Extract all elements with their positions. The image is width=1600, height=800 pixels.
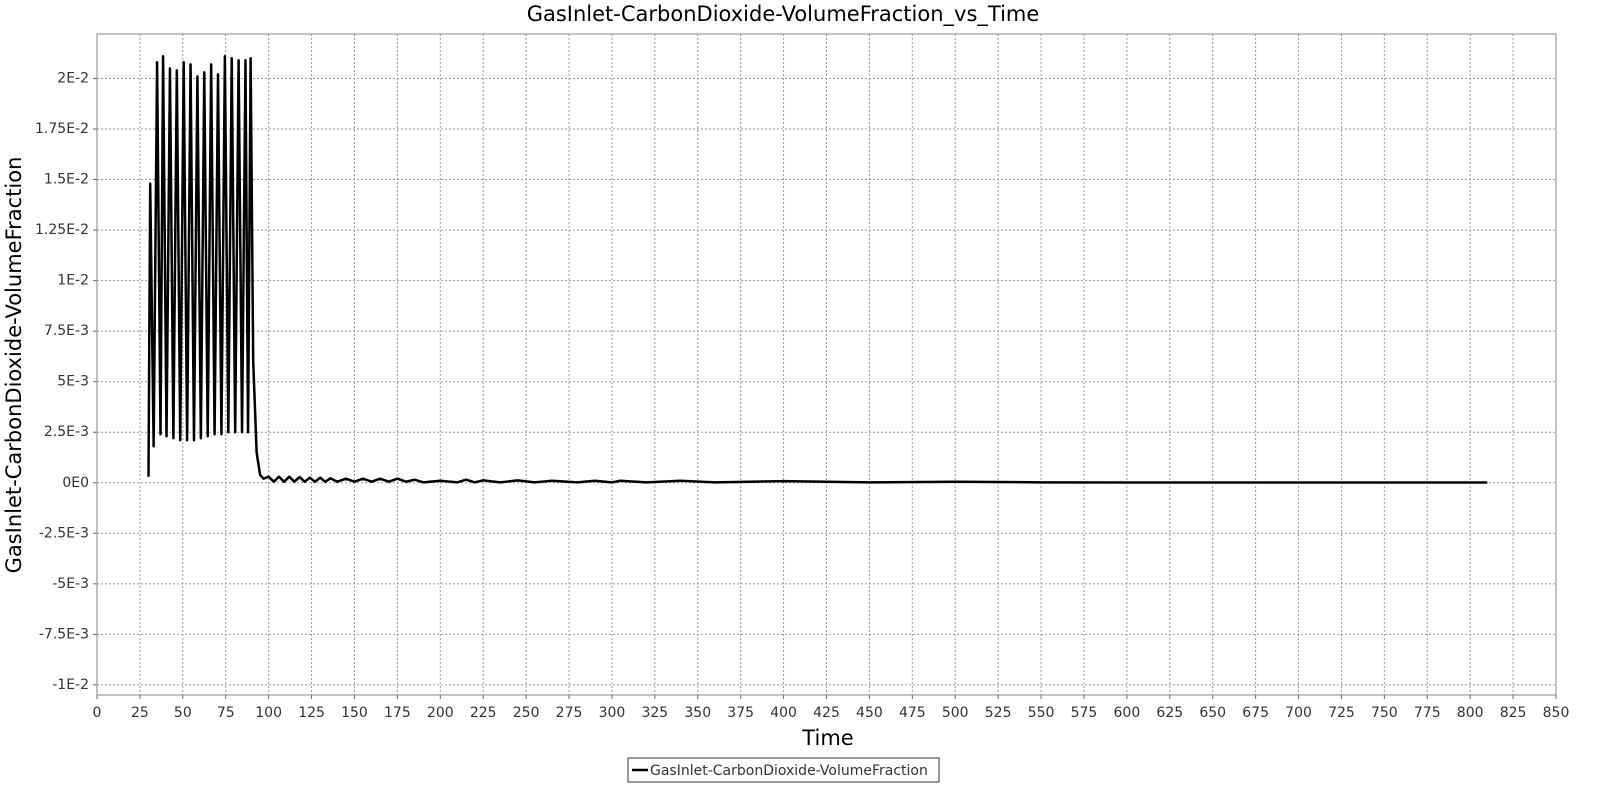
x-tick-label: 50 — [174, 705, 192, 721]
x-tick-label: 550 — [1028, 705, 1055, 721]
x-tick-label: 275 — [556, 705, 583, 721]
x-tick-label: 650 — [1199, 705, 1226, 721]
y-tick-label: 5E-3 — [57, 374, 89, 390]
y-tick-label: 1.5E-2 — [44, 172, 89, 188]
x-tick-label: 375 — [727, 705, 754, 721]
y-tick-label: 0E0 — [62, 475, 89, 491]
x-tick-label: 775 — [1414, 705, 1441, 721]
x-tick-label: 475 — [899, 705, 926, 721]
y-tick-label: -5E-3 — [52, 576, 89, 592]
x-tick-label: 425 — [813, 705, 840, 721]
x-tick-label: 450 — [856, 705, 883, 721]
x-axis-title: Time — [801, 726, 853, 750]
x-tick-label: 725 — [1328, 705, 1355, 721]
x-tick-label: 850 — [1543, 705, 1570, 721]
x-tick-label: 625 — [1156, 705, 1183, 721]
y-tick-label: 7.5E-3 — [44, 323, 89, 339]
x-tick-label: 350 — [684, 705, 711, 721]
y-tick-label: 1.25E-2 — [35, 222, 89, 238]
x-tick-label: 225 — [470, 705, 497, 721]
x-tick-label: 0 — [93, 705, 102, 721]
x-tick-label: 700 — [1285, 705, 1312, 721]
x-tick-label: 525 — [985, 705, 1012, 721]
y-tick-label: -7.5E-3 — [39, 626, 89, 642]
y-tick-label: -2.5E-3 — [39, 525, 89, 541]
y-tick-label: -1E-2 — [52, 677, 89, 693]
legend-box — [627, 757, 940, 783]
x-tick-label: 125 — [298, 705, 325, 721]
y-axis-title: GasInlet-CarbonDioxide-VolumeFraction — [2, 157, 26, 574]
x-tick-label: 800 — [1457, 705, 1484, 721]
plot-border — [96, 33, 1557, 696]
x-tick-label: 750 — [1371, 705, 1398, 721]
x-tick-label: 200 — [427, 705, 454, 721]
x-tick-label: 325 — [641, 705, 668, 721]
x-tick-label: 575 — [1071, 705, 1098, 721]
data-line — [147, 54, 1488, 484]
x-tick-label: 400 — [770, 705, 797, 721]
x-tick-label: 250 — [513, 705, 540, 721]
y-tick-label: 1.75E-2 — [35, 121, 89, 137]
y-tick-label: 2.5E-3 — [44, 424, 89, 440]
x-tick-label: 825 — [1500, 705, 1527, 721]
x-tick-label: 675 — [1242, 705, 1269, 721]
x-tick-label: 150 — [341, 705, 368, 721]
x-tick-label: 75 — [217, 705, 235, 721]
x-tick-label: 175 — [384, 705, 411, 721]
legend-label: GasInlet-CarbonDioxide-VolumeFraction — [650, 763, 928, 779]
x-tick-label: 25 — [131, 705, 149, 721]
y-tick-label: 1E-2 — [57, 273, 89, 289]
x-tick-label: 600 — [1114, 705, 1141, 721]
x-tick-label: 300 — [599, 705, 626, 721]
x-tick-label: 100 — [255, 705, 282, 721]
y-tick-label: 2E-2 — [57, 70, 89, 86]
x-tick-label: 500 — [942, 705, 969, 721]
chart-title: GasInlet-CarbonDioxide-VolumeFraction_vs… — [527, 2, 1040, 27]
